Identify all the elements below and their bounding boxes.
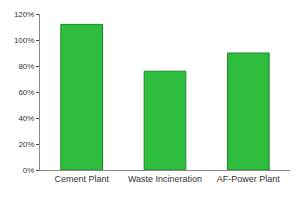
- svg-text:120%: 120%: [14, 10, 34, 19]
- svg-text:20%: 20%: [18, 140, 34, 149]
- svg-text:Cement Plant: Cement Plant: [54, 174, 109, 184]
- svg-text:80%: 80%: [18, 62, 34, 71]
- svg-text:0%: 0%: [23, 166, 35, 175]
- svg-text:40%: 40%: [18, 114, 34, 123]
- svg-text:60%: 60%: [18, 88, 34, 97]
- svg-text:AF-Power Plant: AF-Power Plant: [217, 174, 281, 184]
- svg-text:100%: 100%: [14, 36, 34, 45]
- svg-text:Waste Incineration: Waste Incineration: [128, 174, 202, 184]
